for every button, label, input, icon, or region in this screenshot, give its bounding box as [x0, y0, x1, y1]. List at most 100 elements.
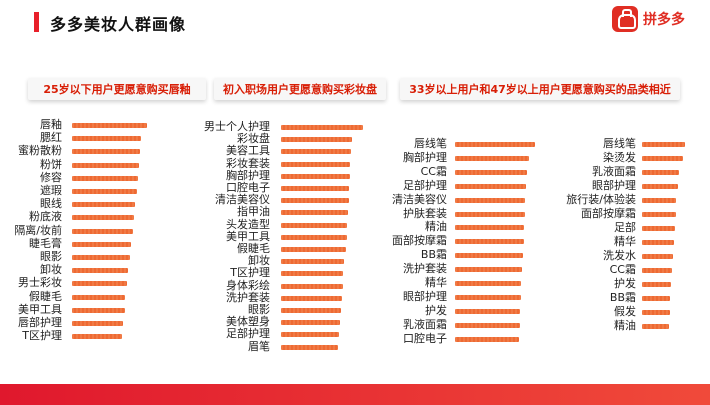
bar-8 [455, 239, 524, 244]
bar-7 [642, 226, 675, 231]
category-label: 美甲工具 [18, 303, 62, 316]
bar-14 [281, 284, 343, 289]
category-label: 足部护理 [226, 327, 270, 340]
category-label: 指甲油 [237, 205, 270, 218]
category-label: 男士个人护理 [204, 120, 270, 133]
chart-1-title: 25岁以下用户更愿意购买唇釉 [28, 78, 206, 100]
category-label: 眼影 [40, 250, 62, 263]
bar-17 [72, 334, 122, 339]
category-label: 修容 [40, 171, 62, 184]
category-label: 口腔电子 [226, 181, 270, 194]
category-label: 卸妆 [248, 254, 270, 267]
category-label: 眼影 [248, 303, 270, 316]
category-label: 眼部护理 [403, 290, 447, 303]
logo-text: 拼多多 [643, 12, 685, 28]
category-label: 腮红 [40, 131, 62, 144]
category-label: 口腔电子 [403, 332, 447, 345]
category-label: 洗发水 [603, 249, 636, 262]
bar-9 [642, 254, 673, 259]
bar-1 [72, 123, 147, 128]
category-label: T区护理 [22, 329, 62, 342]
bar-15 [455, 337, 519, 342]
bar-1 [281, 125, 363, 130]
bar-10 [72, 242, 131, 247]
category-label: 彩妆盘 [237, 132, 270, 145]
category-label: 护发 [425, 304, 447, 317]
bar-10 [642, 268, 672, 273]
category-label: 假睫毛 [29, 290, 62, 303]
bar-5 [455, 198, 525, 203]
bar-4 [455, 184, 526, 189]
category-label: 眼线 [40, 197, 62, 210]
bar-11 [281, 247, 346, 252]
category-label: 唇线笔 [603, 137, 636, 150]
category-label: 染烫发 [603, 151, 636, 164]
category-label: 粉饼 [40, 158, 62, 171]
chart-2-title: 初入职场用户更愿意购买彩妆盘 [214, 78, 386, 100]
category-label: CC霜 [609, 263, 636, 276]
category-label: 唇线笔 [414, 137, 447, 150]
bar-2 [72, 136, 141, 141]
footer-bar [0, 384, 710, 405]
bar-3 [455, 170, 527, 175]
bar-2 [642, 156, 683, 161]
bar-1 [642, 142, 685, 147]
category-label: CC霜 [420, 165, 447, 178]
chart-3-title: 33岁以上用户和47岁以上用户更愿意购买的品类相近 [400, 78, 680, 100]
bar-9 [72, 229, 133, 234]
bar-14 [642, 324, 669, 329]
category-label: 乳液面霜 [592, 165, 636, 178]
title-accent-bar [34, 12, 39, 32]
bar-7 [455, 225, 524, 230]
bar-2 [455, 156, 529, 161]
category-label: 胸部护理 [226, 169, 270, 182]
category-label: 卸妆 [40, 263, 62, 276]
category-label: 头发造型 [226, 218, 270, 231]
category-label: 护发 [614, 277, 636, 290]
category-label: 隔离/妆前 [14, 224, 62, 237]
category-label: 洗护套装 [403, 262, 447, 275]
category-label: 旅行装/体验装 [566, 193, 636, 206]
category-label: 男士彩妆 [18, 276, 62, 289]
bar-11 [642, 282, 671, 287]
category-label: 假睫毛 [237, 242, 270, 255]
bar-15 [281, 296, 342, 301]
category-label: 精油 [425, 220, 447, 233]
bar-4 [642, 184, 678, 189]
bar-9 [281, 223, 347, 228]
category-label: 护肤套装 [403, 207, 447, 220]
category-label: 遮瑕 [40, 184, 62, 197]
bar-14 [455, 323, 520, 328]
bar-11 [455, 281, 521, 286]
category-label: 眉笔 [248, 340, 270, 353]
category-label: 清洁美容仪 [392, 193, 447, 206]
category-label: 彩妆套装 [226, 157, 270, 170]
category-label: T区护理 [230, 266, 270, 279]
bar-10 [281, 235, 347, 240]
bar-5 [642, 198, 676, 203]
bar-19 [281, 345, 338, 350]
bar-4 [281, 162, 350, 167]
category-label: 蜜粉散粉 [18, 144, 62, 157]
bar-10 [455, 267, 522, 272]
category-label: 胸部护理 [403, 151, 447, 164]
bar-4 [72, 163, 139, 168]
category-label: BB霜 [609, 291, 636, 304]
category-label: 美体塑身 [226, 315, 270, 328]
bar-15 [72, 308, 125, 313]
bar-7 [72, 202, 135, 207]
shopping-bag-icon [612, 6, 638, 32]
category-label: 面部按摩霜 [392, 234, 447, 247]
category-label: 洗护套装 [226, 291, 270, 304]
bar-12 [642, 296, 670, 301]
bar-12 [455, 295, 521, 300]
bar-7 [281, 198, 349, 203]
category-label: 假发 [614, 305, 636, 318]
category-label: 眼部护理 [592, 179, 636, 192]
category-label: 面部按摩霜 [581, 207, 636, 220]
bar-5 [281, 174, 350, 179]
bar-16 [72, 321, 123, 326]
bar-9 [455, 253, 523, 258]
bar-8 [72, 215, 134, 220]
bar-5 [72, 176, 138, 181]
